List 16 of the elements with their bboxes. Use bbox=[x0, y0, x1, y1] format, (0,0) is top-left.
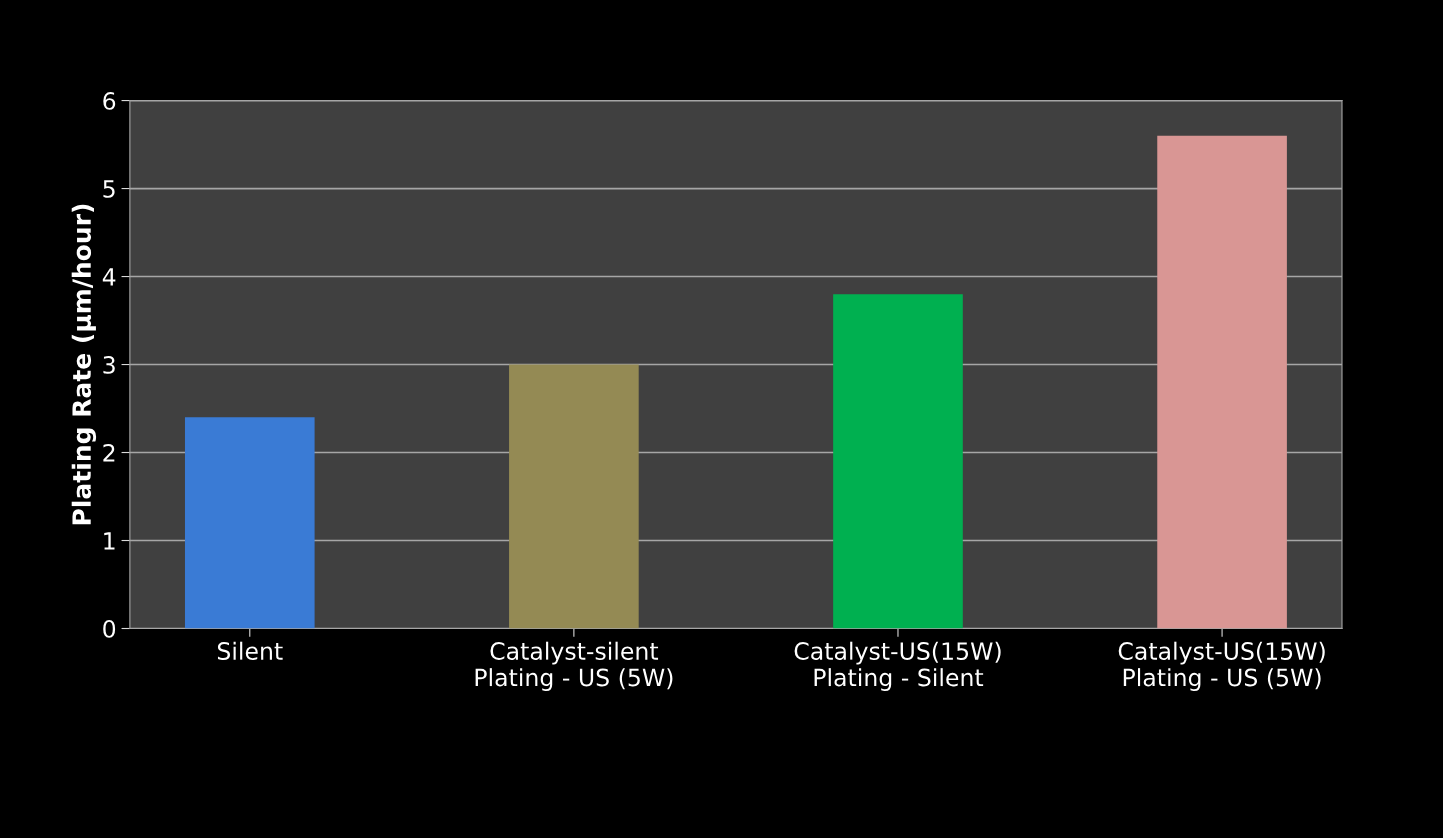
x-tick-label: Catalyst-US(15W) Plating - Silent bbox=[794, 641, 1001, 691]
x-tick-label: Silent bbox=[217, 641, 283, 660]
y-tick-label: 1 bbox=[104, 532, 115, 550]
bar bbox=[184, 417, 315, 629]
y-tick-label: 0 bbox=[103, 619, 116, 638]
bar bbox=[509, 364, 639, 629]
y-tick-label: 5 bbox=[103, 180, 115, 198]
y-tick-label: 4 bbox=[102, 268, 116, 286]
x-tick-label: Catalyst-US(15W) Plating - US (5W) bbox=[1118, 641, 1325, 691]
x-tick-label: Catalyst-silent Plating - US (5W) bbox=[475, 641, 673, 691]
y-tick-label: 2 bbox=[103, 443, 115, 462]
y-tick-label: 6 bbox=[103, 92, 116, 110]
y-axis-title: Plating Rate (µm/hour) bbox=[71, 204, 97, 525]
bar bbox=[1157, 135, 1287, 629]
y-tick-label: 3 bbox=[103, 355, 115, 374]
bar bbox=[833, 294, 963, 629]
